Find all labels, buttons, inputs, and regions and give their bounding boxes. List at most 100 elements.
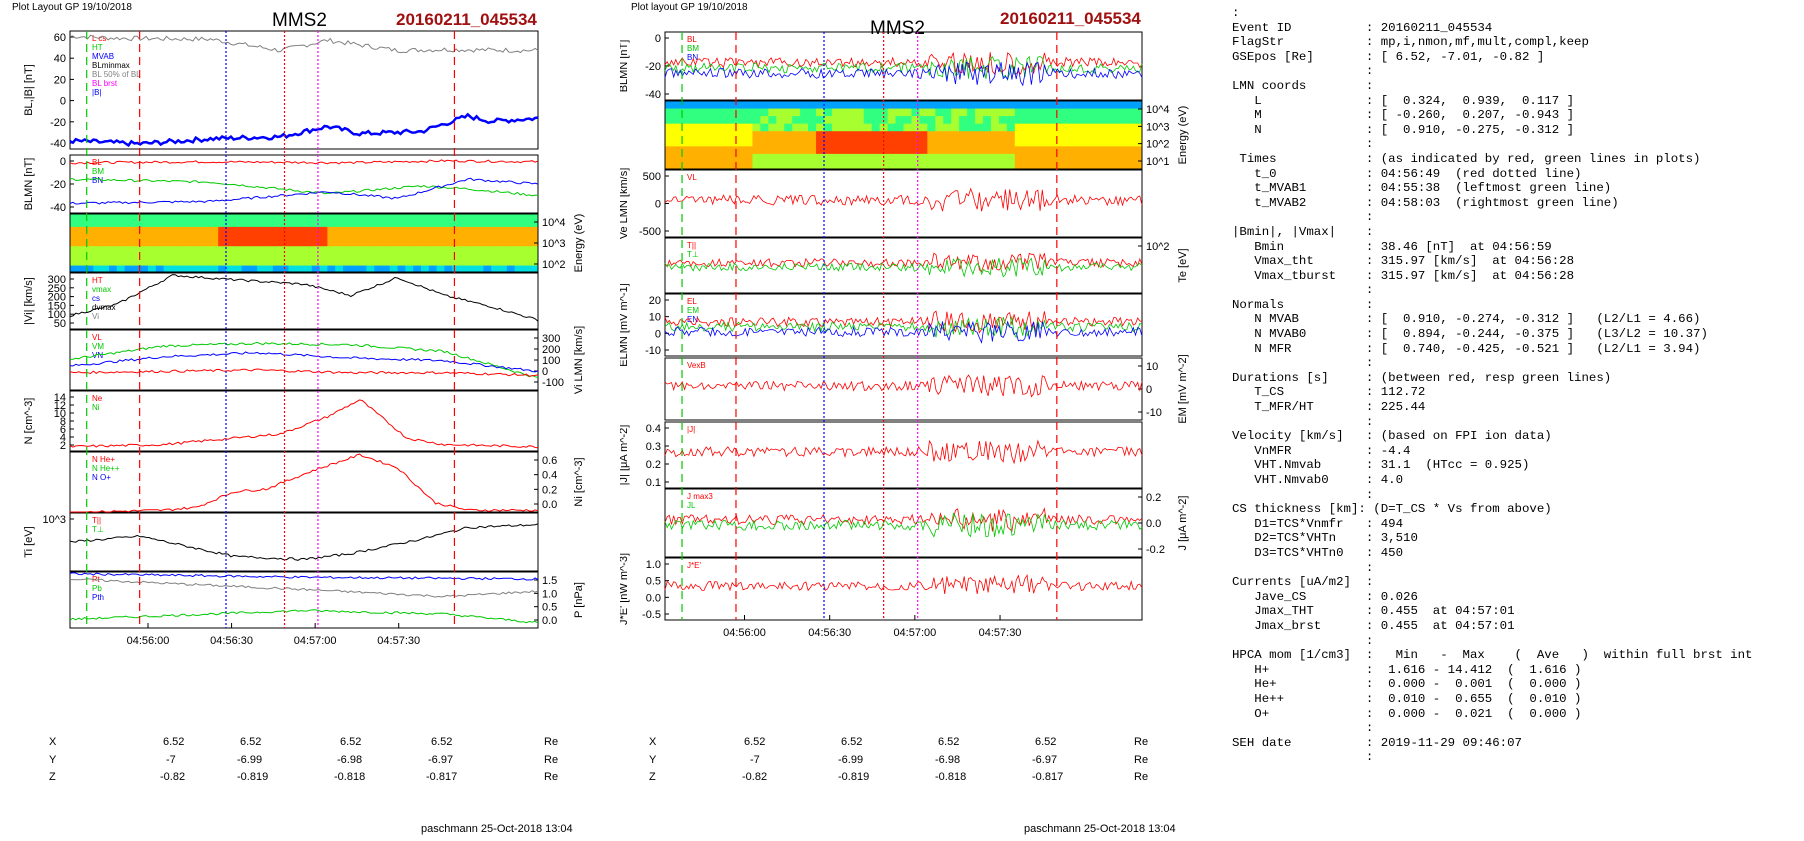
spectrogram-cell: [672, 161, 682, 170]
spectrogram-cell: [744, 108, 753, 117]
legend-entry: J*E': [687, 561, 701, 570]
legend-entry: Pth: [92, 593, 104, 602]
spectrogram-cell: [903, 161, 912, 170]
spectrogram-cell: [871, 131, 881, 140]
spectrogram-cell: [249, 252, 258, 260]
spectrogram-cell: [959, 138, 968, 147]
spectrogram-cell: [93, 246, 102, 254]
left-eph-x-1: 6.52: [240, 736, 262, 748]
spectrogram-cell: [1086, 161, 1095, 170]
spectrogram-cell: [712, 146, 722, 155]
spectrogram-cell: [776, 146, 785, 155]
spectrogram-cell: [800, 146, 809, 155]
spectrogram-cell: [327, 239, 336, 247]
spectrogram-cell: [335, 259, 344, 267]
spectrogram-cell: [77, 226, 87, 234]
spectrogram-cell: [249, 265, 258, 273]
spectrogram-cell: [784, 131, 793, 140]
y-tick-label: 50: [54, 318, 66, 330]
spectrogram-cell: [1038, 101, 1048, 110]
spectrogram-cell: [319, 233, 328, 241]
spectrogram-cell: [839, 123, 849, 132]
spectrogram-cell: [413, 220, 422, 228]
spectrogram-cell: [350, 252, 360, 260]
spectrogram-cell: [919, 161, 928, 170]
spectrogram-cell: [452, 259, 461, 267]
y-tick-label: 250: [48, 283, 66, 295]
spectrogram-cell: [1102, 123, 1111, 132]
spectrogram-cell: [491, 226, 500, 234]
legend-entry: Vi: [92, 312, 99, 321]
spectrogram-cell: [475, 226, 484, 234]
panel-frame: [69, 512, 539, 572]
param-line: D2=TCS*VHTn : 3,510: [1232, 531, 1418, 546]
spectrogram-cell: [109, 239, 118, 247]
spectrogram-cell: [382, 239, 391, 247]
spectrogram-cell: [101, 239, 110, 247]
right-eph-x-0: 6.52: [744, 736, 766, 748]
spectrogram-cell: [311, 214, 321, 221]
spectrogram-cell: [998, 161, 1008, 170]
spectrogram-cell: [288, 226, 297, 234]
spectrogram-cell: [784, 108, 793, 117]
y-tick-label: 0: [60, 96, 66, 108]
spectrogram-cell: [1070, 116, 1079, 125]
spectrogram-cell: [975, 153, 984, 162]
series-line: [664, 507, 1143, 533]
spectrogram-cell: [249, 259, 258, 267]
spectrogram-cell: [990, 116, 1000, 125]
spectrogram-cell: [163, 233, 172, 241]
spectrogram-cell: [951, 116, 960, 125]
spectrogram-cell: [839, 131, 849, 140]
left-eph-y-0: -7: [166, 754, 176, 766]
spectrogram-cell: [800, 123, 809, 132]
spectrogram-cell: [304, 214, 313, 221]
y-tick-label: 300: [542, 333, 560, 345]
spectrogram-cell: [792, 153, 801, 162]
spectrogram-cell: [792, 161, 801, 170]
spectrogram-cell: [688, 138, 698, 147]
spectrogram-cell: [421, 259, 430, 267]
spectrogram-cell: [712, 131, 722, 140]
spectrogram-cell: [672, 108, 682, 117]
spectrogram-cell: [475, 239, 484, 247]
spectrogram-cell: [194, 233, 204, 241]
spectrogram-cell: [350, 239, 360, 247]
param-line: N MFR : [ 0.740, -0.425, -0.521 ] (L2/L1…: [1232, 341, 1701, 356]
spectrogram-cell: [1126, 108, 1135, 117]
spectrogram-cell: [436, 246, 445, 254]
spectrogram-cell: [824, 123, 833, 132]
spectrogram-cell: [249, 233, 258, 241]
spectrogram-cell: [959, 101, 968, 110]
spectrogram-cell: [800, 108, 809, 117]
spectrogram-cell: [967, 101, 976, 110]
spectrogram-cell: [1070, 138, 1079, 147]
spectrogram-cell: [696, 116, 706, 125]
spectrogram-cell: [530, 233, 539, 241]
spectrogram-cell: [350, 220, 360, 228]
spectrogram-cell: [935, 153, 944, 162]
series-line: [70, 578, 539, 598]
legend-entry: VL: [687, 173, 697, 182]
spectrogram-cell: [1006, 138, 1016, 147]
spectrogram-cell: [397, 233, 406, 241]
spectrogram-cell: [452, 226, 461, 234]
spectrogram-cell: [296, 265, 305, 273]
spectrogram-cell: [680, 138, 690, 147]
spectrogram-cell: [998, 131, 1008, 140]
series-line: [69, 523, 539, 561]
spectrogram-cell: [491, 252, 500, 260]
spectrogram-cell: [1054, 153, 1063, 162]
spectrogram-cell: [943, 131, 952, 140]
spectrogram-cell: [444, 220, 453, 228]
spectrogram-cell: [335, 233, 344, 241]
spectrogram-cell: [179, 265, 188, 273]
spectrogram-cell: [1102, 116, 1111, 125]
param-line: T_CS : 112.72: [1232, 385, 1426, 400]
spectrogram-cell: [911, 161, 920, 170]
spectrogram-cell: [506, 226, 516, 234]
spectrogram-cell: [760, 153, 769, 162]
spectrogram-cell: [998, 146, 1008, 155]
spectrogram-cell: [382, 246, 391, 254]
